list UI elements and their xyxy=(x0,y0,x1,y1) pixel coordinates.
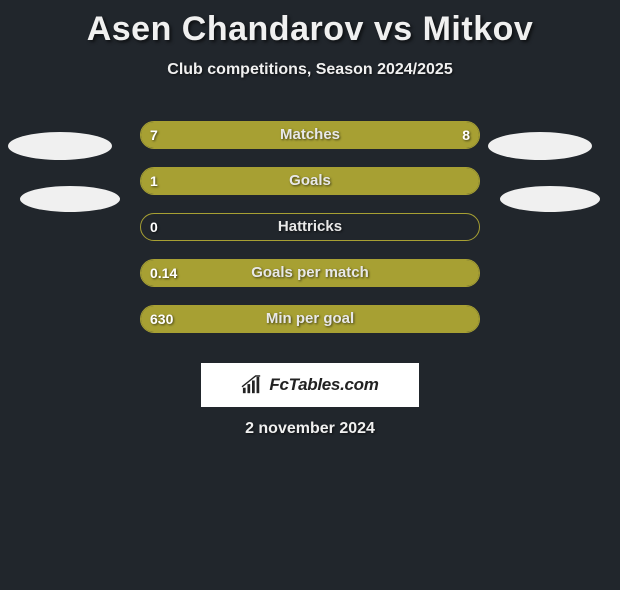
decorative-ellipse xyxy=(20,186,120,212)
stat-label: Goals per match xyxy=(140,259,480,287)
stat-label: Min per goal xyxy=(140,305,480,333)
subtitle: Club competitions, Season 2024/2025 xyxy=(0,61,620,79)
stat-label: Hattricks xyxy=(140,213,480,241)
bar-chart-icon xyxy=(241,375,263,395)
logo-text: FcTables.com xyxy=(269,375,378,395)
stat-label: Goals xyxy=(140,167,480,195)
date-label: 2 november 2024 xyxy=(0,420,620,438)
stat-row: 0.14Goals per match xyxy=(0,259,620,287)
decorative-ellipse xyxy=(488,132,592,160)
stat-row: 630Min per goal xyxy=(0,305,620,333)
decorative-ellipse xyxy=(8,132,112,160)
decorative-ellipse xyxy=(500,186,600,212)
page-title: Asen Chandarov vs Mitkov xyxy=(0,10,620,49)
stat-label: Matches xyxy=(140,121,480,149)
stat-row: 0Hattricks xyxy=(0,213,620,241)
logo-box: FcTables.com xyxy=(201,363,419,407)
